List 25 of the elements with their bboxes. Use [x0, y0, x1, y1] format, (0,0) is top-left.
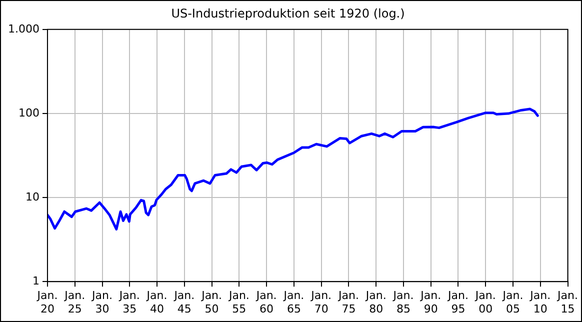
x-tick-label: Jan. 95: [447, 289, 468, 316]
x-tick-label: Jan. 90: [420, 289, 442, 316]
x-tick-label: Jan. 10: [529, 289, 551, 316]
x-tick-label: Jan. 50: [200, 289, 222, 316]
x-tick-label: Jan. 65: [282, 289, 304, 316]
y-tick-label: 100: [18, 106, 40, 120]
x-tick-label: Jan. 15: [556, 289, 578, 316]
x-tick-label: Jan. 20: [36, 289, 58, 316]
x-tick-label: Jan. 60: [255, 289, 277, 316]
x-tick-label: Jan. 75: [337, 289, 359, 316]
y-tick-label: 1: [32, 274, 40, 288]
x-tick-label: Jan. 30: [91, 289, 112, 316]
y-tick-label: 1.000: [8, 22, 40, 36]
x-tick-label: Jan. 05: [502, 289, 524, 316]
x-tick-label: Jan. 35: [118, 289, 140, 316]
x-tick-label: Jan. 00: [474, 289, 496, 316]
chart-title: US-Industrieproduktion seit 1920 (log.): [171, 6, 405, 20]
x-tick-label: Jan. 40: [146, 289, 168, 316]
x-tick-label: Jan. 55: [228, 289, 250, 316]
x-tick-label: Jan. 85: [392, 289, 414, 316]
x-tick-label: Jan. 45: [173, 289, 195, 316]
x-tick-label: Jan. 25: [64, 289, 86, 316]
x-tick-label: Jan. 70: [310, 289, 332, 316]
x-tick-label: Jan. 80: [364, 289, 386, 316]
y-tick-label: 10: [25, 190, 40, 204]
